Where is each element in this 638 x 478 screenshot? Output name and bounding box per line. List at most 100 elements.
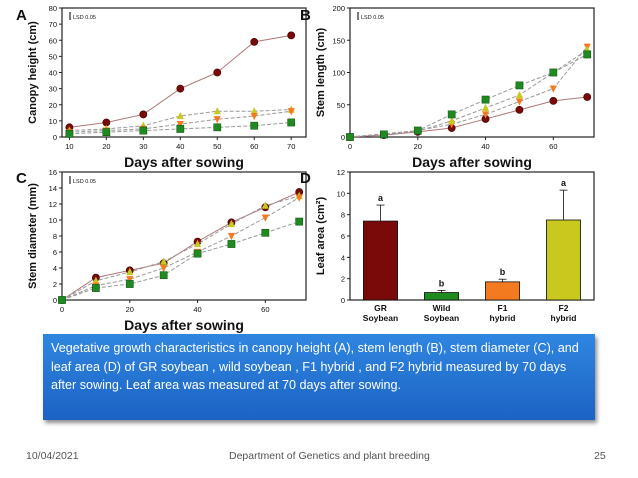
data-point-wild <box>139 126 148 135</box>
y-tick-label: 10 <box>337 189 345 198</box>
data-point-wild <box>583 50 592 59</box>
panel-a: A 0 10 20 30 40 50 60 70 80 Canopy height (cm) 10 20… <box>16 4 307 170</box>
lsd-label: LSD 0.05 <box>361 15 384 21</box>
data-point-f1 <box>481 111 490 119</box>
y-tick-label: 20 <box>49 101 57 110</box>
data-point-f1 <box>250 112 258 121</box>
y-tick-label: 40 <box>49 69 57 78</box>
y-tick-label: 0 <box>53 133 57 142</box>
y-tick-label: 50 <box>49 52 57 61</box>
bar-wild <box>424 292 459 301</box>
y-tick-label: 100 <box>332 69 345 78</box>
data-point-gr <box>287 31 296 40</box>
x-tick-label: 0 <box>60 305 64 314</box>
caption-text: Vegetative growth characteristics in can… <box>51 341 579 392</box>
data-point-wild <box>213 123 222 132</box>
footer-department: Department of Genetics and plant breedin… <box>229 450 430 462</box>
x-tick-label: 0 <box>348 142 352 151</box>
data-point-wild <box>102 128 111 137</box>
data-point-wild <box>250 121 259 130</box>
y-tick-label: 6 <box>341 232 345 241</box>
y-tick-label: 4 <box>53 264 57 273</box>
x-axis-label: Days after sowing <box>124 154 244 170</box>
x-tick-label: 60 <box>250 142 258 151</box>
y-tick-label: 10 <box>49 216 57 225</box>
data-point-f1 <box>227 232 236 241</box>
category-label: F2 <box>559 303 569 313</box>
data-point-f1 <box>176 121 184 129</box>
lsd-label: LSD 0.05 <box>73 179 96 185</box>
data-point-f1 <box>287 108 295 116</box>
plot-frame <box>61 7 307 138</box>
y-tick-label: 14 <box>49 184 57 193</box>
y-tick-label: 10 <box>49 117 57 126</box>
plot-frame <box>349 7 595 138</box>
panel-letter: D <box>300 170 311 187</box>
data-point-wild <box>176 125 185 133</box>
x-tick-label: 60 <box>549 142 557 151</box>
x-tick-label: 40 <box>176 142 184 151</box>
y-tick-label: 12 <box>49 200 57 209</box>
category-label: GR <box>374 303 387 313</box>
panel-b: B 0 50 100 150 200 Stem length (cm) 0 20 40 60 Days… <box>300 4 595 170</box>
plot-frame <box>61 171 307 301</box>
data-point-wild <box>125 280 134 288</box>
data-point-wild <box>58 296 66 304</box>
y-tick-label: 2 <box>53 280 57 289</box>
data-point-gr <box>515 106 524 114</box>
y-tick-label: 80 <box>49 4 57 13</box>
y-tick-label: 50 <box>337 101 345 110</box>
data-point-gr <box>583 93 592 101</box>
panel-c: C 0 2 4 6 8 10 12 14 16 Stem diameter (mm) 0 20 40 60 D… <box>16 168 307 333</box>
y-tick-label: 0 <box>341 133 345 142</box>
series-line-wild <box>61 221 300 301</box>
data-point-f2 <box>176 111 184 120</box>
y-tick-label: 0 <box>53 296 57 305</box>
x-tick-label: 70 <box>287 142 295 151</box>
y-tick-label: 8 <box>53 232 57 241</box>
data-point-gr <box>139 110 148 119</box>
data-point-gr <box>250 37 259 46</box>
y-axis-label: Leaf area (cm²) <box>315 197 327 276</box>
data-point-wild <box>295 217 304 226</box>
x-tick-label: 60 <box>261 305 269 314</box>
series-line-gr <box>349 96 588 138</box>
data-point-wild <box>159 271 168 280</box>
x-tick-label: 30 <box>139 142 147 151</box>
significance-letter: b <box>500 267 506 277</box>
bar-gr <box>363 220 398 301</box>
lsd-label: LSD 0.05 <box>73 15 96 21</box>
data-point-f1 <box>515 98 524 106</box>
x-tick-label: 10 <box>65 142 73 151</box>
data-point-f1 <box>160 264 168 273</box>
data-point-f1 <box>295 194 303 202</box>
bar-f2 <box>546 219 581 301</box>
y-tick-label: 200 <box>332 4 345 13</box>
y-tick-label: 70 <box>49 20 57 29</box>
data-point-f1 <box>213 116 221 124</box>
data-point-wild <box>549 68 558 77</box>
category-label: F1 <box>498 303 508 313</box>
data-point-wild <box>515 81 524 90</box>
y-tick-label: 4 <box>341 253 345 262</box>
x-tick-label: 20 <box>414 142 422 151</box>
panel-letter: B <box>300 7 311 24</box>
significance-letter: a <box>561 178 567 188</box>
x-tick-label: 40 <box>481 142 489 151</box>
data-point-gr <box>176 84 185 93</box>
significance-letter: a <box>378 193 384 203</box>
data-point-wild <box>227 240 236 248</box>
data-point-f2 <box>227 219 236 228</box>
y-tick-label: 150 <box>332 36 345 45</box>
y-tick-label: 6 <box>53 248 57 257</box>
data-point-f2 <box>250 107 258 115</box>
data-point-wild <box>261 228 270 237</box>
series-line-f2 <box>61 195 300 301</box>
y-tick-label: 30 <box>49 85 57 94</box>
caption-box: Vegetative growth characteristics in can… <box>43 334 595 420</box>
data-point-wild <box>481 95 490 104</box>
data-point-wild <box>193 249 202 258</box>
data-point-f2 <box>213 107 221 115</box>
y-tick-label: 0 <box>341 296 345 305</box>
